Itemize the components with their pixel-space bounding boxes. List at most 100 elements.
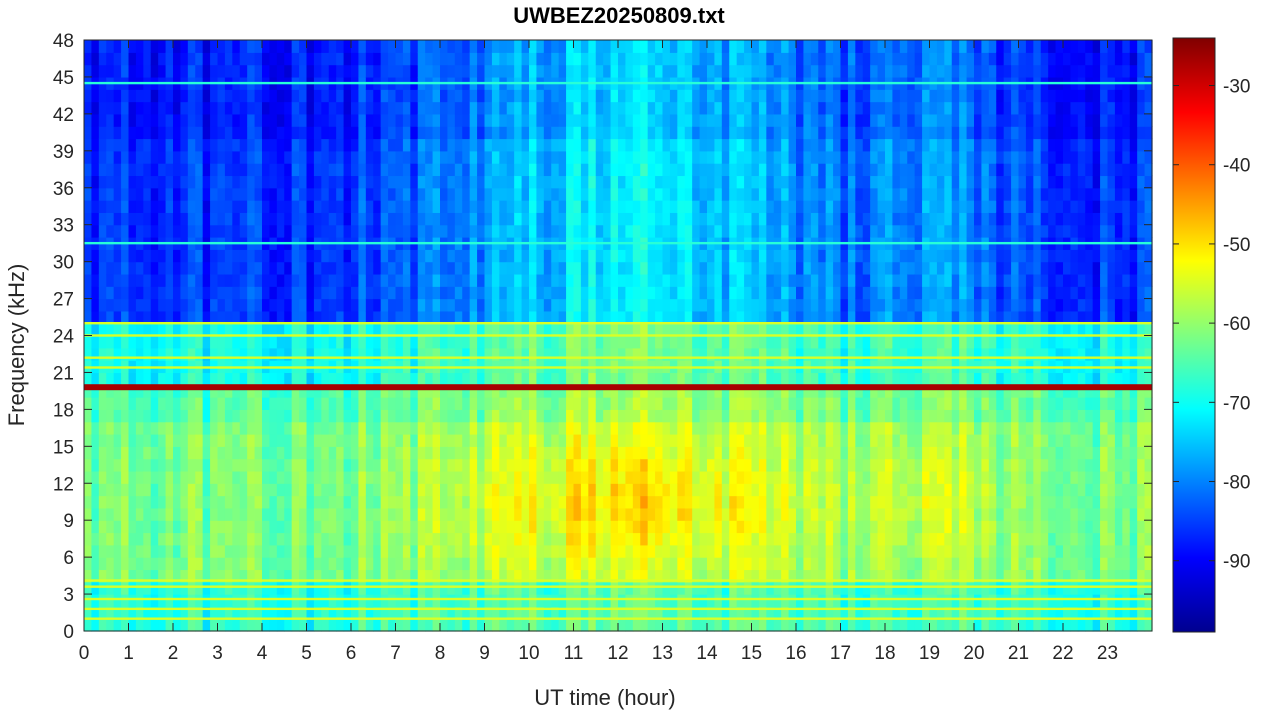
heatmap-cell (351, 298, 360, 312)
heatmap-cell (506, 470, 515, 484)
heatmap-cell (825, 409, 834, 423)
heatmap-cell (432, 458, 441, 472)
heatmap-cell (514, 286, 523, 300)
heatmap-cell (447, 446, 456, 460)
heatmap-cell (395, 323, 404, 337)
heatmap-cell (224, 347, 233, 361)
heatmap-cell (158, 470, 167, 484)
heatmap-cell (707, 409, 716, 423)
heatmap-cell (313, 458, 322, 472)
heatmap-cell (358, 52, 367, 66)
heatmap-cell (91, 200, 100, 213)
heatmap-cell (669, 212, 678, 226)
heatmap-cell (410, 286, 419, 300)
heatmap-cell (514, 89, 523, 103)
heatmap-cell (603, 163, 612, 177)
heatmap-cell (98, 298, 107, 312)
heatmap-cell (477, 249, 486, 263)
heatmap-cell (106, 446, 115, 460)
heatmap-cell (595, 101, 604, 115)
heatmap-cell (588, 138, 597, 152)
heatmap-cell (254, 569, 263, 583)
heatmap-cell (521, 507, 530, 521)
heatmap-cell (669, 175, 678, 189)
heatmap-cell (491, 310, 500, 324)
heatmap-cell (744, 261, 753, 275)
heatmap-cell (343, 507, 352, 521)
heatmap-cell (514, 101, 523, 115)
heatmap-cell (796, 40, 805, 53)
heatmap-cell (603, 273, 612, 287)
heatmap-cell (106, 89, 115, 103)
heatmap-cell (566, 52, 575, 66)
heatmap-cell (684, 335, 693, 349)
heatmap-cell (573, 261, 582, 275)
heatmap-cell (173, 520, 182, 534)
heatmap-cell (595, 163, 604, 177)
heatmap-cell (721, 507, 730, 521)
heatmap-cell (662, 89, 671, 103)
heatmap-cell (810, 200, 819, 213)
heatmap-cell (373, 298, 382, 312)
heatmap-cell (580, 335, 589, 349)
heatmap-cell (588, 594, 597, 607)
heatmap-cell (536, 532, 545, 546)
heatmap-cell (432, 175, 441, 189)
heatmap-cell (788, 101, 797, 115)
heatmap-cell (106, 286, 115, 300)
heatmap-cell (477, 372, 486, 386)
heatmap-cell (469, 310, 478, 324)
heatmap-cell (573, 434, 582, 447)
heatmap-cell (254, 224, 263, 238)
heatmap-cell (573, 150, 582, 164)
heatmap-cell (269, 200, 278, 213)
heatmap-cell (113, 150, 122, 164)
heatmap-cell (232, 101, 241, 115)
heatmap-cell (714, 581, 723, 595)
heatmap-cell (440, 286, 449, 300)
heatmap-cell (402, 495, 411, 509)
heatmap-cell (402, 372, 411, 386)
heatmap-cell (121, 520, 130, 534)
heatmap-cell (825, 446, 834, 460)
heatmap-cell (180, 581, 189, 595)
heatmap-cell (380, 532, 389, 546)
heatmap-cell (662, 200, 671, 213)
heatmap-cell (410, 507, 419, 521)
heatmap-cell (469, 618, 478, 632)
heatmap-cell (662, 347, 671, 361)
heatmap-cell (514, 323, 523, 337)
heatmap-cell (113, 520, 122, 534)
heatmap-cell (677, 224, 686, 238)
heatmap-cell (447, 507, 456, 521)
heatmap-cell (106, 138, 115, 152)
heatmap-cell (454, 224, 463, 238)
heatmap-cell (410, 544, 419, 558)
heatmap-cell (84, 470, 93, 484)
heatmap-cell (328, 507, 337, 521)
heatmap-cell (328, 52, 337, 66)
heatmap-cell (150, 606, 159, 620)
heatmap-cell (610, 101, 619, 115)
heatmap-cell (788, 532, 797, 546)
heatmap-cell (618, 101, 627, 115)
heatmap-cell (833, 532, 842, 546)
heatmap-cell (173, 446, 182, 460)
heatmap-cell (677, 163, 686, 177)
heatmap-cell (402, 40, 411, 53)
heatmap-cell (632, 618, 641, 632)
heatmap-cell (477, 544, 486, 558)
heatmap-cell (425, 52, 434, 66)
heatmap-cell (707, 532, 716, 546)
heatmap-cell (796, 532, 805, 546)
heatmap-cell (588, 421, 597, 435)
heatmap-cell (751, 434, 760, 447)
heatmap-cell (684, 557, 693, 571)
heatmap-cell (595, 335, 604, 349)
heatmap-cell (276, 409, 285, 423)
heatmap-cell (655, 40, 664, 53)
heatmap-cell (692, 520, 701, 534)
heatmap-cell (276, 101, 285, 115)
heatmap-cell (269, 409, 278, 423)
heatmap-cell (336, 163, 345, 177)
